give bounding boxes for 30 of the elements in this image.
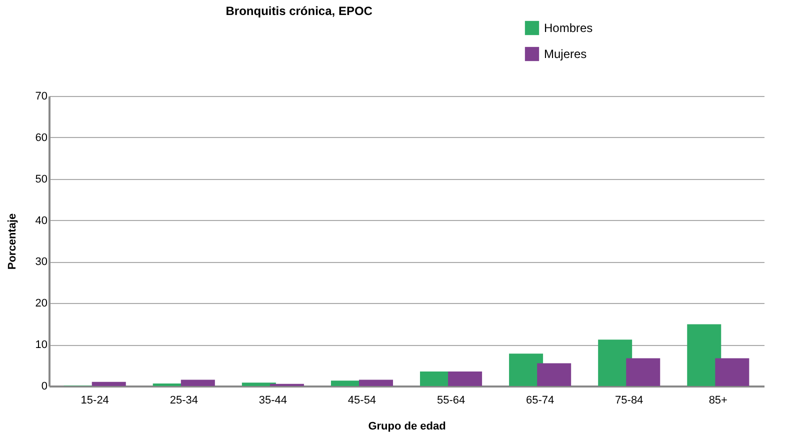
y-tick-label: 70 bbox=[35, 90, 48, 102]
y-tick-label: 40 bbox=[35, 214, 48, 227]
chart-title: Bronquitis crónica, EPOC bbox=[226, 4, 373, 18]
legend-label: Mujeres bbox=[544, 47, 587, 61]
y-axis-title: Porcentaje bbox=[6, 213, 18, 270]
bar bbox=[687, 324, 722, 386]
y-tick-label: 20 bbox=[35, 298, 48, 310]
x-axis-title: Grupo de edad bbox=[368, 420, 446, 432]
x-tick-label: 45-54 bbox=[348, 394, 376, 406]
bar bbox=[242, 382, 276, 386]
bar bbox=[626, 358, 660, 386]
bar bbox=[359, 380, 394, 386]
x-tick-label: 85+ bbox=[708, 394, 728, 406]
x-tick-label: 55-64 bbox=[436, 394, 466, 406]
x-tick-label: 15-24 bbox=[80, 394, 109, 406]
x-tick-label: 25-34 bbox=[170, 394, 198, 406]
bar bbox=[92, 382, 126, 386]
x-tick-label: 75-84 bbox=[615, 394, 644, 406]
y-tick-label: 30 bbox=[35, 256, 48, 268]
bar bbox=[448, 372, 482, 386]
y-tick-label: 10 bbox=[35, 339, 48, 352]
legend-label: Hombres bbox=[544, 21, 593, 35]
bar bbox=[180, 380, 215, 386]
bar bbox=[537, 363, 572, 386]
x-tick-label: 65-74 bbox=[526, 394, 554, 406]
y-tick-label: 0 bbox=[41, 380, 48, 392]
bar bbox=[715, 358, 750, 386]
y-tick-label: 50 bbox=[35, 173, 48, 186]
x-tick-label: 35-44 bbox=[258, 394, 288, 406]
y-tick-label: 60 bbox=[35, 132, 48, 144]
